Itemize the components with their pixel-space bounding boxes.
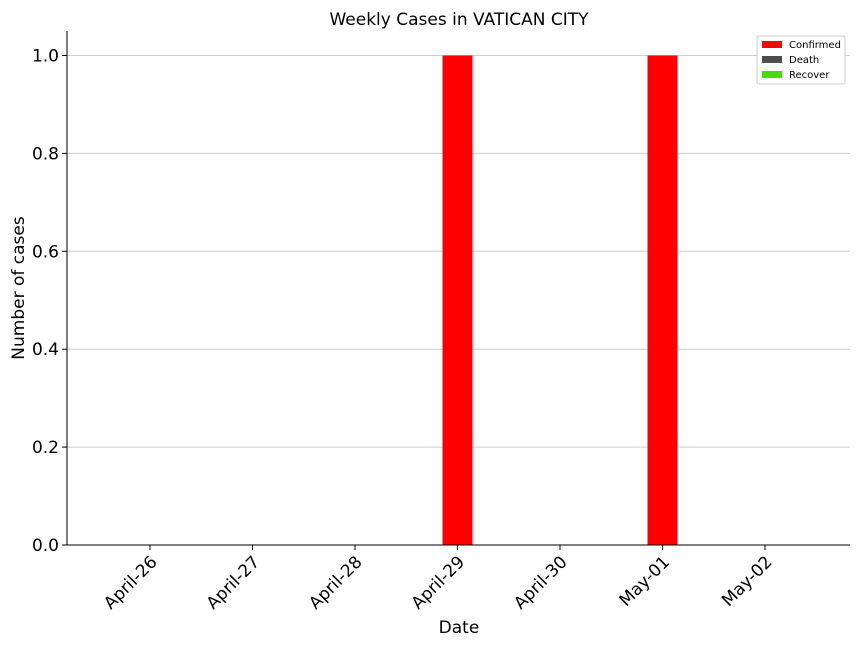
x-tick-label-5: May-01	[616, 552, 674, 610]
x-tick-label-3: April-29	[408, 552, 469, 613]
y-tick-label-0: 0.0	[32, 536, 59, 556]
y-axis-label: Number of cases	[9, 216, 29, 360]
x-axis-ticks: April-26 April-27 April-28 April-29 April-30…	[100, 545, 777, 614]
y-tick-label-2: 0.4	[32, 340, 59, 360]
y-axis-ticks: 0.0 0.2 0.4 0.6 0.8 1.0	[32, 46, 67, 556]
bar-confirmed-5	[647, 55, 678, 545]
legend: Confirmed Death Recover	[756, 35, 846, 85]
legend-swatch-death	[762, 56, 782, 63]
x-axis-label: Date	[439, 618, 480, 638]
chart-title: Weekly Cases in VATICAN CITY	[329, 10, 589, 30]
y-tick-label-4: 0.8	[32, 144, 59, 164]
x-tick-label-0: April-26	[100, 552, 161, 613]
x-tick-label-4: April-30	[510, 552, 571, 613]
legend-swatch-recover	[762, 71, 782, 78]
legend-swatch-confirmed	[762, 41, 782, 48]
bar-confirmed-3	[442, 55, 473, 545]
legend-label-death: Death	[789, 55, 819, 66]
legend-label-recover: Recover	[789, 70, 830, 81]
y-tick-label-3: 0.6	[32, 242, 59, 262]
y-tick-label-5: 1.0	[32, 46, 59, 66]
x-tick-label-1: April-27	[203, 552, 264, 613]
x-tick-label-6: May-02	[718, 552, 776, 610]
y-tick-label-1: 0.2	[32, 438, 59, 458]
bars	[442, 55, 678, 545]
legend-label-confirmed: Confirmed	[789, 40, 841, 51]
x-tick-label-2: April-28	[305, 552, 366, 613]
